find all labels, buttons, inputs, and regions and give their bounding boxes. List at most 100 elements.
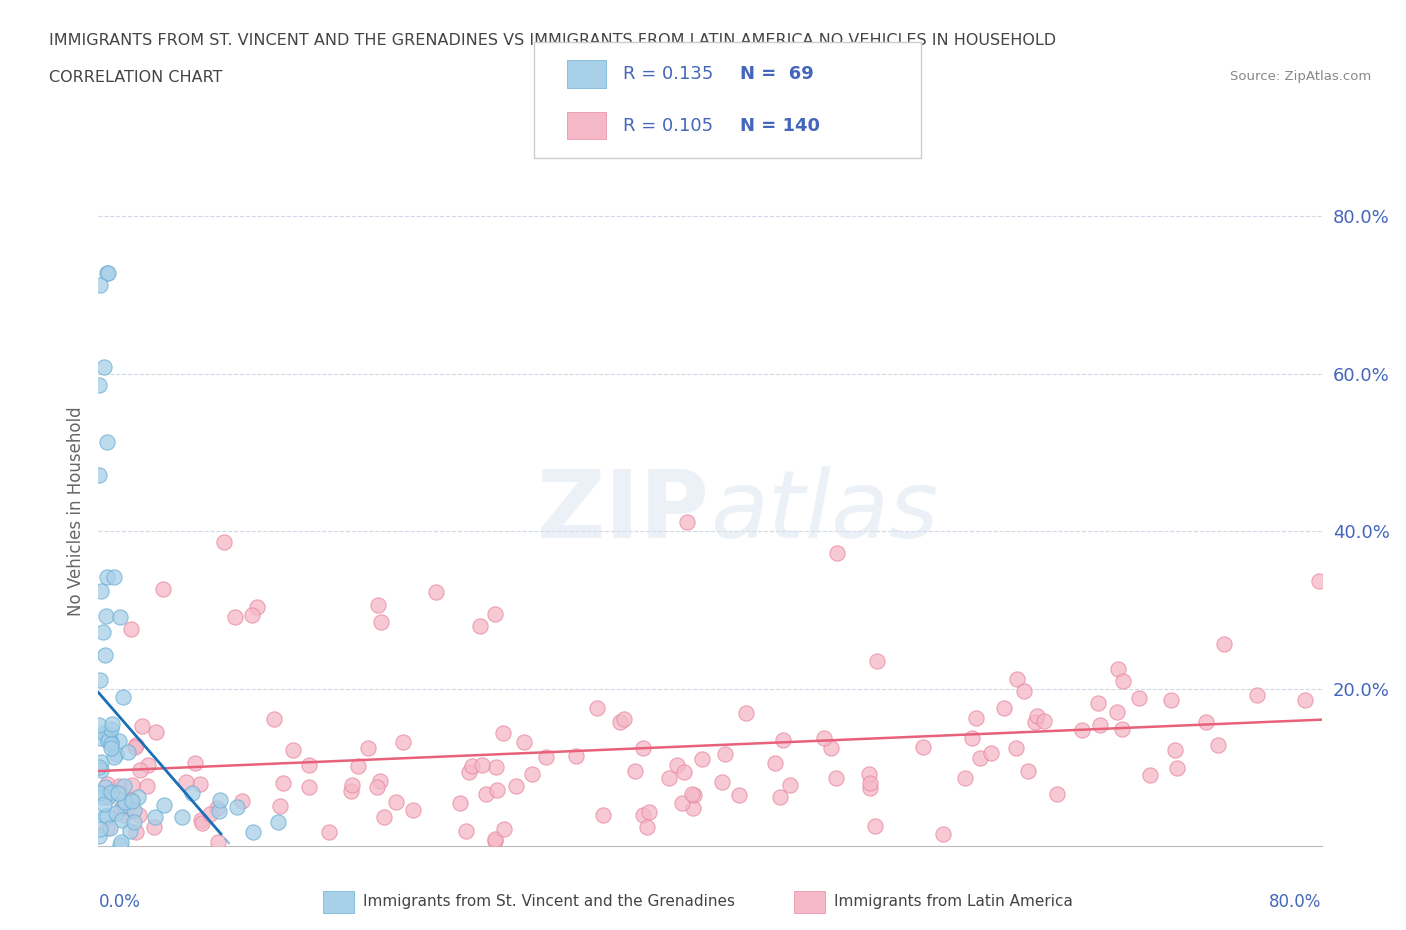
Text: ZIP: ZIP: [537, 466, 710, 557]
Point: [231, 793, 253, 808]
Point: [965, 711, 987, 725]
Point: [100, 787, 122, 802]
Point: [665, 758, 688, 773]
Point: [357, 740, 380, 755]
Point: [1128, 690, 1150, 705]
Point: [131, 719, 153, 734]
Point: [90, 584, 112, 599]
Point: [89, 378, 111, 392]
Point: [100, 722, 122, 737]
Point: [458, 764, 481, 779]
Point: [513, 735, 536, 750]
Point: [825, 546, 848, 561]
Point: [1107, 661, 1129, 676]
Point: [107, 786, 129, 801]
Point: [111, 813, 134, 828]
Point: [120, 792, 142, 807]
Point: [1017, 764, 1039, 778]
Point: [153, 797, 176, 812]
Point: [97, 790, 120, 804]
Point: [728, 788, 751, 803]
Point: [1005, 671, 1028, 686]
Point: [592, 807, 614, 822]
Point: [1025, 708, 1047, 723]
Point: [1004, 740, 1026, 755]
Point: [373, 810, 395, 825]
Text: 0.0%: 0.0%: [98, 893, 141, 911]
Point: [100, 785, 122, 800]
Point: [391, 735, 413, 750]
Point: [246, 600, 269, 615]
Point: [198, 807, 221, 822]
Point: [174, 775, 197, 790]
Point: [208, 804, 231, 818]
Point: [212, 535, 235, 550]
Point: [181, 786, 204, 801]
Point: [468, 618, 491, 633]
Point: [1046, 787, 1069, 802]
Point: [475, 787, 498, 802]
Point: [269, 799, 291, 814]
Point: [110, 801, 132, 816]
Point: [89, 760, 111, 775]
Point: [658, 771, 681, 786]
Point: [94, 647, 117, 662]
Point: [108, 838, 131, 853]
Point: [96, 809, 118, 824]
Point: [1070, 723, 1092, 737]
Point: [1087, 696, 1109, 711]
Point: [368, 774, 391, 789]
Point: [94, 809, 117, 824]
Point: [152, 582, 174, 597]
Point: [114, 794, 136, 809]
Point: [93, 797, 115, 812]
Point: [112, 690, 135, 705]
Point: [638, 804, 661, 819]
Point: [681, 787, 703, 802]
Point: [145, 725, 167, 740]
Point: [565, 749, 588, 764]
Point: [97, 733, 120, 748]
Point: [1212, 637, 1234, 652]
Point: [779, 777, 801, 792]
Point: [94, 780, 117, 795]
Point: [124, 803, 146, 817]
Point: [89, 785, 111, 800]
Point: [1206, 737, 1229, 752]
Point: [858, 767, 880, 782]
Point: [492, 725, 515, 740]
Point: [613, 711, 636, 726]
Point: [1164, 742, 1187, 757]
Point: [955, 770, 977, 785]
Point: [367, 598, 389, 613]
Point: [1246, 687, 1268, 702]
Point: [100, 735, 122, 750]
Point: [370, 615, 392, 630]
Point: [205, 801, 228, 816]
Point: [346, 759, 368, 774]
Point: [97, 734, 120, 749]
Point: [402, 803, 425, 817]
Point: [1033, 713, 1056, 728]
Text: Immigrants from St. Vincent and the Grenadines: Immigrants from St. Vincent and the Gren…: [363, 894, 735, 909]
Point: [143, 810, 166, 825]
Point: [118, 823, 141, 838]
Point: [1111, 673, 1133, 688]
Point: [89, 821, 111, 836]
Point: [1111, 722, 1133, 737]
Point: [100, 737, 122, 751]
Point: [125, 737, 148, 752]
Point: [1024, 715, 1046, 730]
Point: [1090, 717, 1112, 732]
Point: [127, 790, 149, 804]
Point: [769, 790, 792, 804]
Text: IMMIGRANTS FROM ST. VINCENT AND THE GRENADINES VS IMMIGRANTS FROM LATIN AMERICA : IMMIGRANTS FROM ST. VINCENT AND THE GREN…: [49, 33, 1056, 47]
Point: [586, 700, 609, 715]
Point: [1160, 692, 1182, 707]
Point: [714, 747, 737, 762]
Text: N = 140: N = 140: [740, 116, 820, 135]
Point: [859, 781, 882, 796]
Point: [485, 760, 508, 775]
Point: [675, 514, 697, 529]
Point: [1195, 714, 1218, 729]
